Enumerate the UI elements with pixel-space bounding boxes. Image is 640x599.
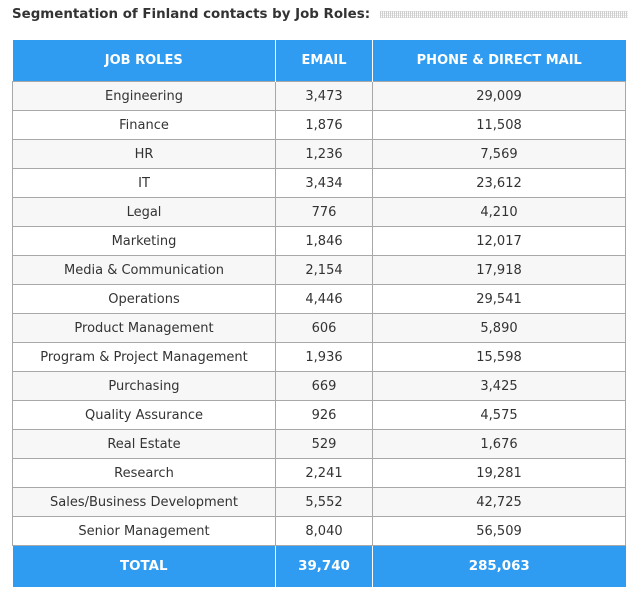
table-total-row: TOTAL 39,740 285,063 (12, 545, 626, 587)
table-row: Program & Project Management 1,936 15,598 (12, 342, 626, 372)
cell-email: 4,446 (275, 284, 373, 314)
table-row: Legal 776 4,210 (12, 197, 626, 227)
table-row: Finance 1,876 11,508 (12, 110, 626, 140)
table-row: Engineering 3,473 29,009 (12, 81, 626, 111)
total-label: TOTAL (12, 545, 276, 587)
cell-job-role: IT (12, 168, 276, 198)
page-title: Segmentation of Finland contacts by Job … (12, 6, 371, 22)
cell-job-role: Sales/Business Development (12, 487, 276, 517)
cell-job-role: Marketing (12, 226, 276, 256)
cell-phone-direct-mail: 29,541 (372, 284, 626, 314)
cell-job-role: Program & Project Management (12, 342, 276, 372)
cell-phone-direct-mail: 17,918 (372, 255, 626, 285)
table-body: Engineering 3,473 29,009 Finance 1,876 11,508… (12, 81, 626, 546)
column-header-job-roles: JOB ROLES (12, 40, 276, 82)
table-row: Product Management 606 5,890 (12, 313, 626, 343)
table-row: HR 1,236 7,569 (12, 139, 626, 169)
cell-job-role: Operations (12, 284, 276, 314)
cell-job-role: Research (12, 458, 276, 488)
cell-phone-direct-mail: 1,676 (372, 429, 626, 459)
table-row: Purchasing 669 3,425 (12, 371, 626, 401)
cell-email: 669 (275, 371, 373, 401)
cell-phone-direct-mail: 7,569 (372, 139, 626, 169)
cell-phone-direct-mail: 5,890 (372, 313, 626, 343)
cell-email: 926 (275, 400, 373, 430)
cell-email: 1,876 (275, 110, 373, 140)
cell-email: 1,236 (275, 139, 373, 169)
job-roles-table: JOB ROLES EMAIL PHONE & DIRECT MAIL Engi… (12, 40, 626, 587)
cell-email: 1,846 (275, 226, 373, 256)
cell-phone-direct-mail: 12,017 (372, 226, 626, 256)
table-header-row: JOB ROLES EMAIL PHONE & DIRECT MAIL (12, 40, 626, 82)
cell-email: 3,473 (275, 81, 373, 111)
cell-phone-direct-mail: 56,509 (372, 516, 626, 546)
cell-job-role: Purchasing (12, 371, 276, 401)
cell-job-role: Quality Assurance (12, 400, 276, 430)
cell-phone-direct-mail: 11,508 (372, 110, 626, 140)
cell-email: 5,552 (275, 487, 373, 517)
cell-email: 8,040 (275, 516, 373, 546)
cell-email: 2,241 (275, 458, 373, 488)
cell-phone-direct-mail: 42,725 (372, 487, 626, 517)
cell-phone-direct-mail: 19,281 (372, 458, 626, 488)
column-header-phone-direct-mail: PHONE & DIRECT MAIL (372, 40, 626, 82)
cell-phone-direct-mail: 4,575 (372, 400, 626, 430)
cell-email: 1,936 (275, 342, 373, 372)
table-row: Real Estate 529 1,676 (12, 429, 626, 459)
table-row: Media & Communication 2,154 17,918 (12, 255, 626, 285)
table-row: Operations 4,446 29,541 (12, 284, 626, 314)
cell-job-role: Legal (12, 197, 276, 227)
cell-job-role: Real Estate (12, 429, 276, 459)
cell-job-role: Finance (12, 110, 276, 140)
cell-job-role: Engineering (12, 81, 276, 111)
table-row: Quality Assurance 926 4,575 (12, 400, 626, 430)
table-row: Sales/Business Development 5,552 42,725 (12, 487, 626, 517)
heading-divider (380, 10, 628, 18)
cell-phone-direct-mail: 23,612 (372, 168, 626, 198)
cell-email: 3,434 (275, 168, 373, 198)
cell-phone-direct-mail: 15,598 (372, 342, 626, 372)
total-phone: 285,063 (372, 545, 626, 587)
cell-email: 2,154 (275, 255, 373, 285)
total-email: 39,740 (275, 545, 373, 587)
cell-email: 776 (275, 197, 373, 227)
cell-job-role: HR (12, 139, 276, 169)
cell-job-role: Product Management (12, 313, 276, 343)
cell-phone-direct-mail: 3,425 (372, 371, 626, 401)
column-header-email: EMAIL (275, 40, 373, 82)
table-row: IT 3,434 23,612 (12, 168, 626, 198)
table-row: Research 2,241 19,281 (12, 458, 626, 488)
cell-phone-direct-mail: 4,210 (372, 197, 626, 227)
cell-job-role: Senior Management (12, 516, 276, 546)
table-row: Senior Management 8,040 56,509 (12, 516, 626, 546)
cell-job-role: Media & Communication (12, 255, 276, 285)
cell-email: 529 (275, 429, 373, 459)
cell-phone-direct-mail: 29,009 (372, 81, 626, 111)
heading-row: Segmentation of Finland contacts by Job … (12, 4, 628, 24)
cell-email: 606 (275, 313, 373, 343)
table-row: Marketing 1,846 12,017 (12, 226, 626, 256)
